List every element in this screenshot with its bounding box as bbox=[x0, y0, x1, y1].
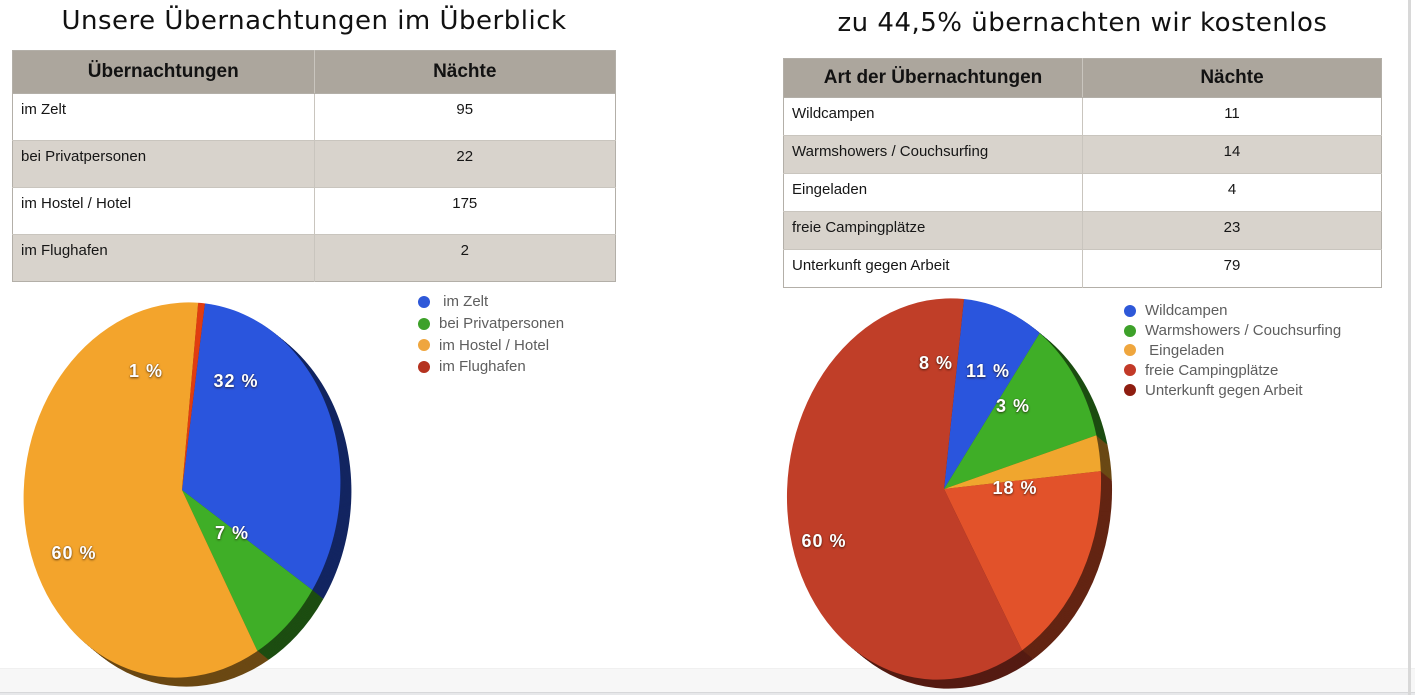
pie-top-face bbox=[2, 284, 362, 688]
header-cell-naechte: Nächte bbox=[313, 50, 616, 94]
pie-percent-label: 1 % bbox=[129, 361, 163, 381]
legend-item-label: im Zelt bbox=[439, 293, 489, 311]
pie-percent-label: 11 % bbox=[966, 361, 1010, 381]
right-table-header: Art der Übernachtungen Nächte bbox=[783, 58, 1382, 98]
table-row: Eingeladen 4 bbox=[783, 173, 1382, 212]
cell-label: Unterkunft gegen Arbeit bbox=[783, 249, 1083, 288]
legend-item-label: Eingeladen bbox=[1145, 341, 1225, 359]
legend-item: Wildcampen bbox=[1124, 301, 1341, 321]
cell-value: 22 bbox=[313, 140, 616, 188]
pie-percent-label: 18 % bbox=[992, 478, 1037, 498]
table-row: bei Privatpersonen 22 bbox=[12, 140, 616, 188]
right-data-table[interactable]: Art der Übernachtungen Nächte Wildcampen… bbox=[783, 58, 1382, 288]
pie-top-face bbox=[768, 283, 1106, 689]
legend-color-dot bbox=[418, 360, 430, 373]
pie-slice[interactable] bbox=[172, 303, 362, 592]
pie-slice[interactable] bbox=[768, 283, 1058, 689]
pie-percent-label: 3 % bbox=[996, 396, 1030, 416]
left-pie-chart-3d[interactable]: 32 % 7 % 60 % 1 % bbox=[2, 284, 372, 695]
cell-value: 2 bbox=[313, 234, 616, 282]
pie-slice[interactable] bbox=[175, 302, 205, 490]
pie-percent-label: 32 % bbox=[213, 371, 258, 391]
cell-value: 11 bbox=[1082, 97, 1382, 136]
window-bottom-edge bbox=[0, 692, 1415, 695]
table-row: Unterkunft gegen Arbeit 79 bbox=[783, 249, 1382, 288]
cell-label: Wildcampen bbox=[783, 97, 1083, 136]
cell-label: freie Campingplätze bbox=[783, 211, 1083, 250]
legend-item: bei Privatpersonen bbox=[418, 313, 564, 335]
cell-label: im Zelt bbox=[12, 93, 314, 141]
table-header-row: Art der Übernachtungen Nächte bbox=[783, 58, 1382, 98]
pie-slice[interactable] bbox=[944, 420, 1105, 505]
table-row: im Flughafen 2 bbox=[12, 234, 616, 282]
table-row: im Hostel / Hotel 175 bbox=[12, 187, 616, 235]
legend-item-label: freie Campingplätze bbox=[1145, 361, 1279, 379]
legend-item-label: Unterkunft gegen Arbeit bbox=[1145, 381, 1303, 399]
left-table-header: Übernachtungen Nächte bbox=[12, 50, 616, 94]
table-row: im Zelt 95 bbox=[12, 93, 616, 141]
legend-color-dot bbox=[1124, 344, 1136, 357]
cell-value: 4 bbox=[1082, 173, 1382, 212]
cell-value: 23 bbox=[1082, 211, 1382, 250]
cell-value: 14 bbox=[1082, 135, 1382, 174]
cell-label: im Hostel / Hotel bbox=[12, 187, 314, 235]
cell-label: Warmshowers / Couchsurfing bbox=[783, 135, 1083, 174]
pie-slice[interactable] bbox=[944, 325, 1106, 504]
pie-slice[interactable] bbox=[928, 455, 1103, 657]
legend-item-label: Wildcampen bbox=[1145, 302, 1228, 320]
cell-label: bei Privatpersonen bbox=[12, 140, 314, 188]
legend-item-label: im Hostel / Hotel bbox=[439, 336, 550, 354]
right-chart-title: zu 44,5% übernachten wir kostenlos bbox=[837, 8, 1328, 38]
legend-item-label: im Flughafen bbox=[439, 358, 526, 376]
legend-color-dot bbox=[418, 339, 430, 352]
header-cell-art-der-uebernachtungen: Art der Übernachtungen bbox=[783, 58, 1083, 98]
table-row: freie Campingplätze 23 bbox=[783, 211, 1382, 250]
header-cell-naechte: Nächte bbox=[1082, 58, 1382, 98]
pie-slice[interactable] bbox=[2, 284, 298, 688]
cell-label: Eingeladen bbox=[783, 173, 1083, 212]
legend-color-dot bbox=[1124, 384, 1136, 397]
legend-item: im Zelt bbox=[418, 291, 564, 313]
pie-percent-label: 7 % bbox=[215, 523, 249, 543]
cell-value: 79 bbox=[1082, 249, 1382, 288]
left-table-body: im Zelt 95 bei Privatpersonen 22 im Hostel /… bbox=[12, 93, 616, 282]
legend-item: im Flughafen bbox=[418, 356, 564, 378]
legend-item: Unterkunft gegen Arbeit bbox=[1124, 380, 1341, 400]
left-chart-title: Unsere Übernachtungen im Überblick bbox=[61, 6, 567, 36]
legend-item-label: bei Privatpersonen bbox=[439, 315, 565, 333]
right-pie-chart-3d[interactable]: 8 % 11 % 3 % 18 % 60 % bbox=[768, 283, 1130, 695]
legend-color-dot bbox=[418, 317, 430, 330]
legend-item: im Hostel / Hotel bbox=[418, 334, 564, 356]
table-row: Warmshowers / Couchsurfing 14 bbox=[783, 135, 1382, 174]
pie-slice[interactable] bbox=[944, 299, 1042, 497]
legend-color-dot bbox=[418, 295, 430, 308]
pie-percent-label: 8 % bbox=[919, 353, 953, 373]
right-pie-legend: Wildcampen Warmshowers / Couchsurfing Ein… bbox=[1124, 301, 1341, 400]
cell-label: im Flughafen bbox=[12, 234, 314, 282]
header-cell-uebernachtungen: Übernachtungen bbox=[12, 50, 314, 94]
legend-color-dot bbox=[1124, 364, 1136, 377]
legend-item-label: Warmshowers / Couchsurfing bbox=[1145, 322, 1342, 340]
scrollbar-page-edge[interactable] bbox=[1408, 0, 1411, 695]
cell-value: 175 bbox=[313, 187, 616, 235]
pie-percent-label: 60 % bbox=[801, 531, 846, 551]
cell-value: 95 bbox=[313, 93, 616, 141]
right-table-body: Wildcampen 11 Warmshowers / Couchsurfing 14… bbox=[783, 97, 1382, 288]
table-row: Wildcampen 11 bbox=[783, 97, 1382, 136]
legend-item: freie Campingplätze bbox=[1124, 360, 1341, 380]
left-pie-legend: im Zelt bei Privatpersonen im Hostel / Hot… bbox=[418, 291, 564, 378]
left-data-table[interactable]: Übernachtungen Nächte im Zelt 95 bei Priva… bbox=[12, 50, 616, 282]
pie-percent-label: 60 % bbox=[51, 543, 96, 563]
legend-item: Warmshowers / Couchsurfing bbox=[1124, 321, 1341, 341]
legend-item: Eingeladen bbox=[1124, 341, 1341, 361]
legend-color-dot bbox=[1124, 324, 1136, 337]
legend-color-dot bbox=[1124, 304, 1136, 317]
pie-slice[interactable] bbox=[164, 490, 323, 657]
table-header-row: Übernachtungen Nächte bbox=[12, 50, 616, 94]
